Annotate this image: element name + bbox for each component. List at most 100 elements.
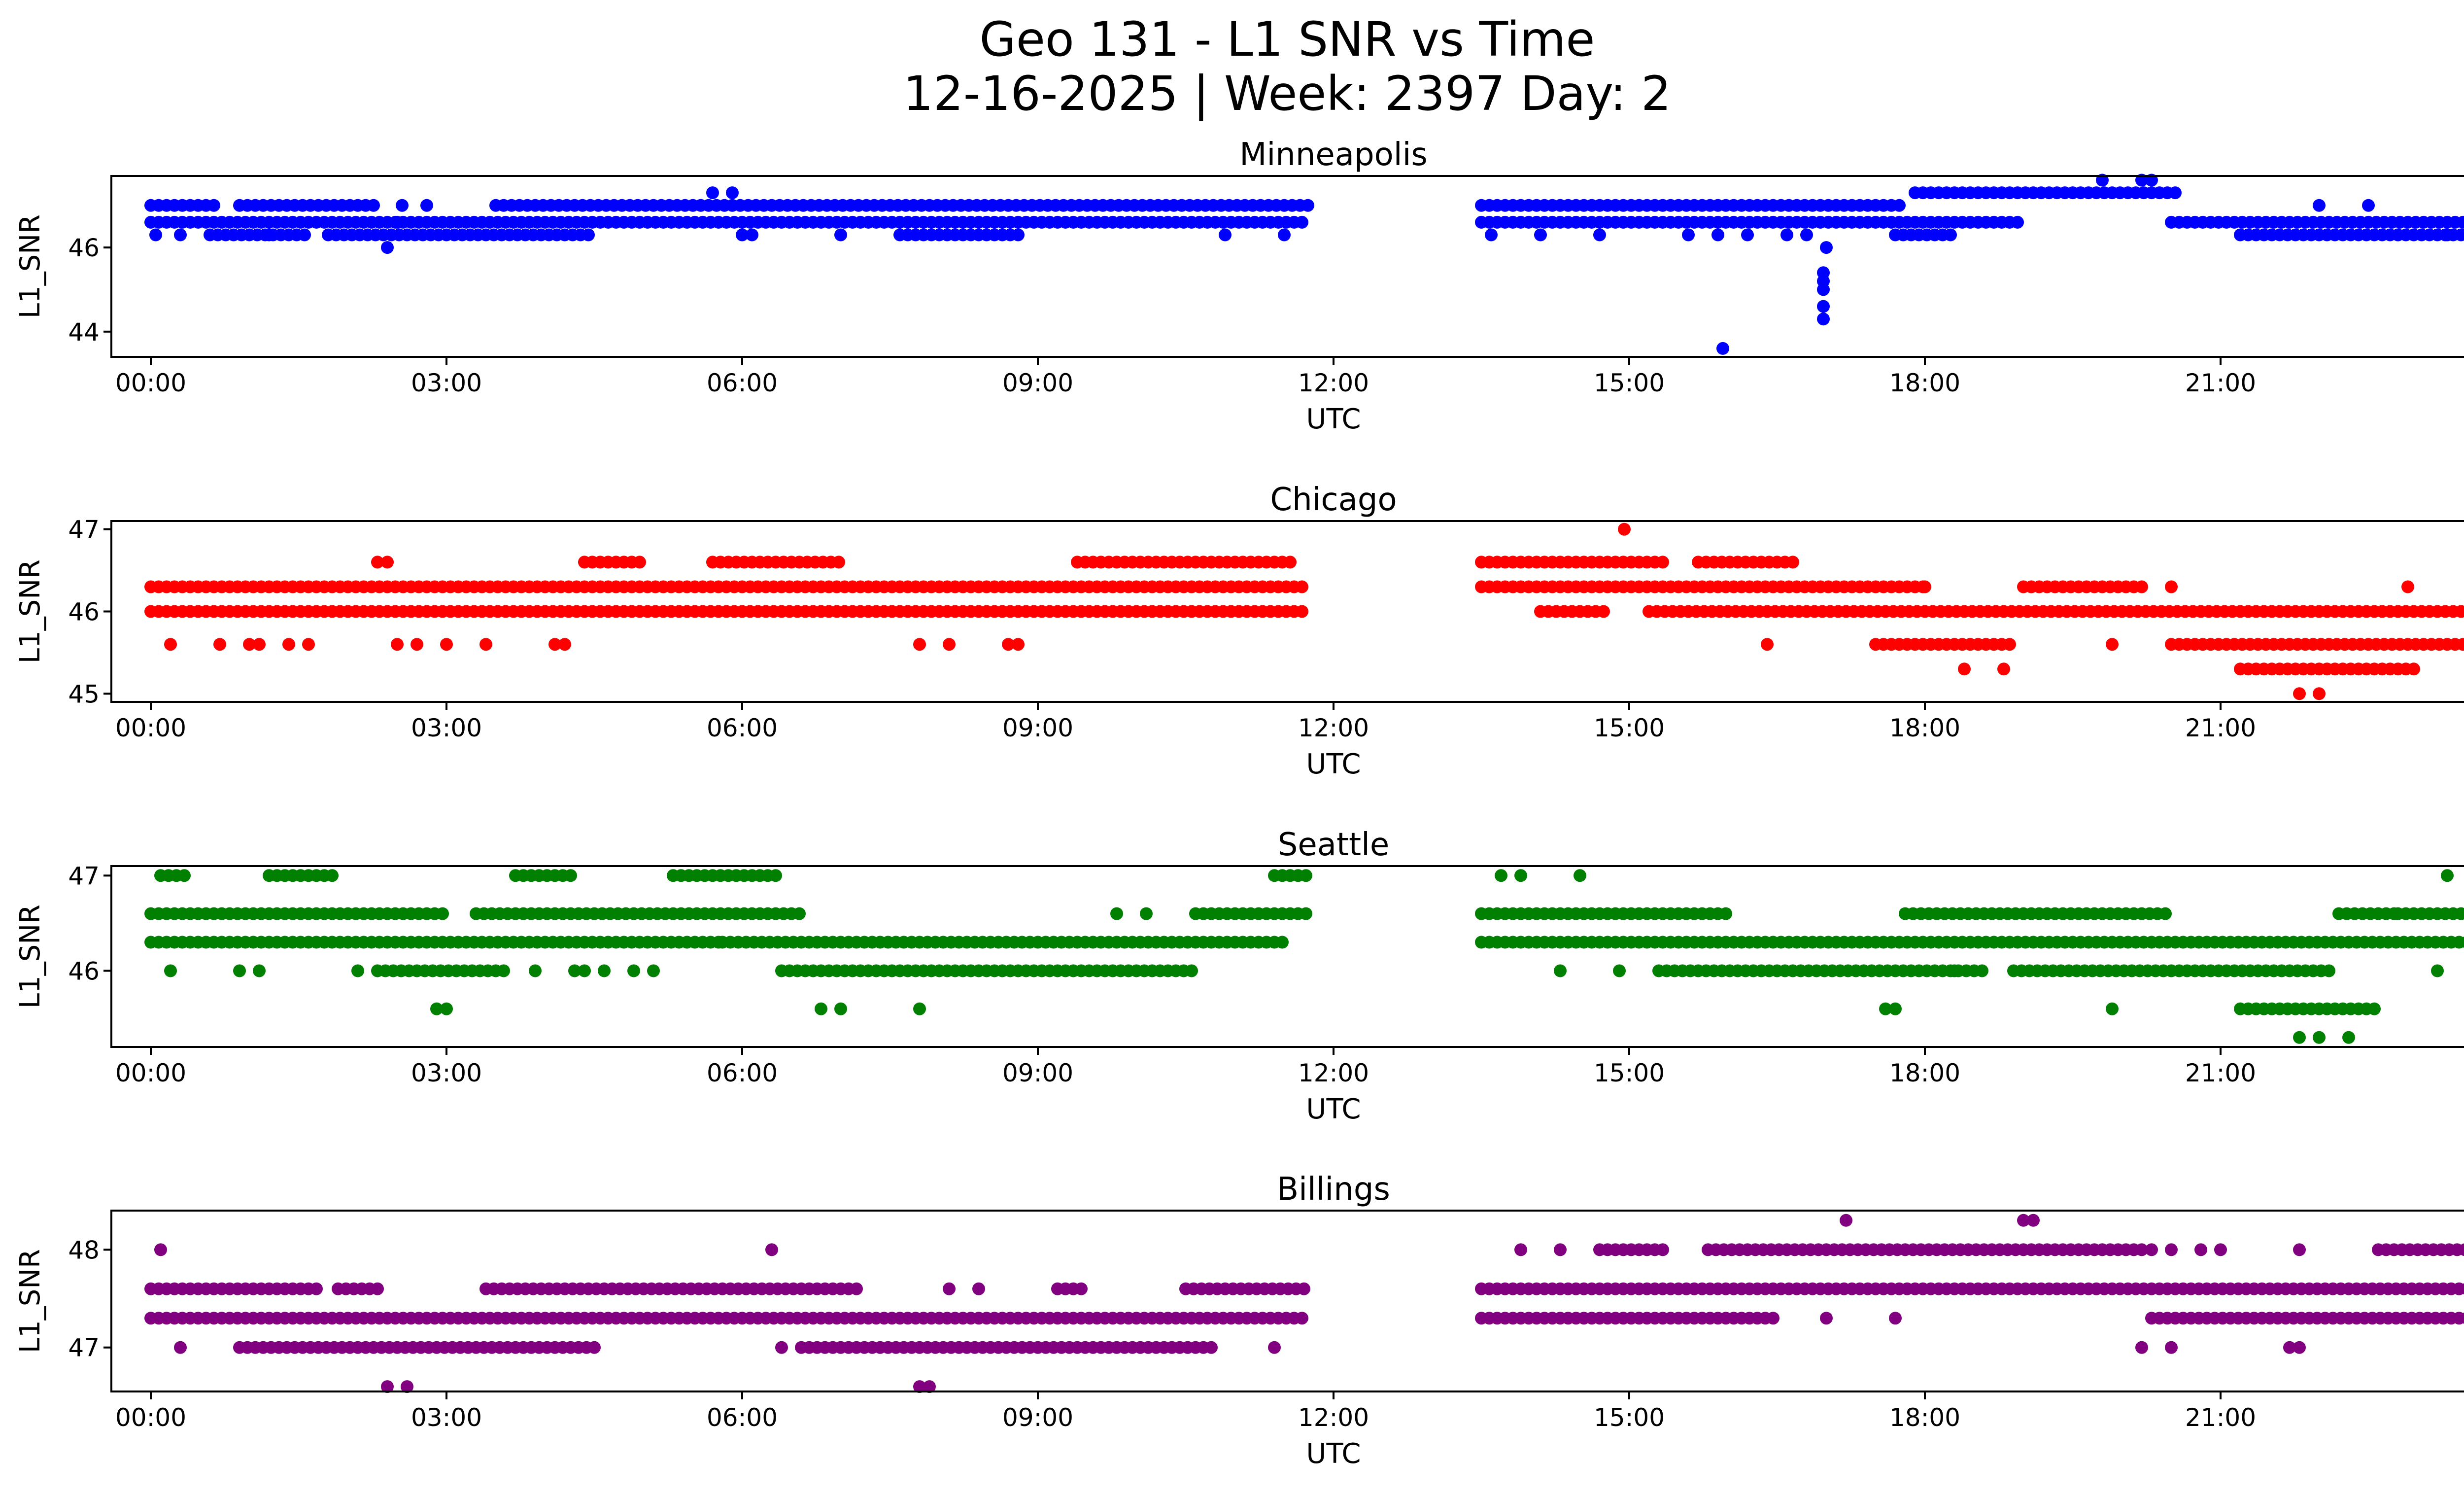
data-point bbox=[1554, 964, 1567, 977]
data-point bbox=[1817, 300, 1830, 313]
data-point bbox=[1879, 1002, 1892, 1015]
data-point bbox=[913, 638, 926, 651]
data-point bbox=[2453, 1312, 2464, 1325]
data-point bbox=[243, 638, 256, 651]
x-tick-label: 21:00 bbox=[2185, 1059, 2256, 1087]
data-point bbox=[1268, 1341, 1281, 1354]
data-point bbox=[2293, 1031, 2306, 1044]
y-axis-label: L1_SNR bbox=[14, 214, 46, 318]
data-point bbox=[479, 638, 492, 651]
data-point bbox=[2313, 1031, 2326, 1044]
data-point bbox=[2461, 1312, 2464, 1324]
x-tick-label: 15:00 bbox=[1594, 369, 1665, 397]
data-point bbox=[2463, 231, 2464, 239]
panel-chicago: Chicago 00:00 03:00 06:00 09:00 12:00 15:00 18:… bbox=[14, 482, 2464, 780]
data-point bbox=[2431, 964, 2444, 977]
x-tick-label: 21:00 bbox=[2185, 369, 2256, 397]
data-point bbox=[2011, 215, 2024, 229]
data-point bbox=[913, 1002, 926, 1015]
x-tick-label: 06:00 bbox=[707, 1059, 778, 1087]
data-point bbox=[1534, 228, 1547, 242]
data-point bbox=[1786, 556, 1799, 569]
data-point bbox=[548, 638, 561, 651]
data-point bbox=[832, 556, 845, 569]
data-point bbox=[2455, 605, 2464, 618]
data-point bbox=[1514, 1243, 1527, 1256]
data-point bbox=[1820, 241, 1833, 254]
data-point bbox=[1284, 556, 1297, 569]
data-point bbox=[1997, 662, 2010, 676]
data-point bbox=[430, 1002, 443, 1015]
x-tick-label: 21:00 bbox=[2185, 1403, 2256, 1432]
data-point bbox=[154, 1243, 167, 1256]
data-point bbox=[2368, 1002, 2381, 1015]
x-tick-label: 00:00 bbox=[115, 1403, 186, 1432]
data-point bbox=[2135, 1243, 2148, 1256]
data-point bbox=[1682, 228, 1695, 242]
data-point bbox=[633, 556, 646, 569]
data-point bbox=[1889, 1312, 1902, 1325]
data-point bbox=[1300, 869, 1312, 882]
x-tick-label: 09:00 bbox=[1002, 369, 1073, 397]
y-tick-label: 46 bbox=[68, 234, 100, 262]
data-point bbox=[310, 1282, 323, 1295]
data-point bbox=[2293, 1341, 2306, 1354]
data-point bbox=[2453, 1282, 2464, 1295]
y-tick-label: 44 bbox=[68, 318, 100, 347]
data-point bbox=[2457, 638, 2464, 651]
data-point bbox=[1278, 228, 1291, 242]
data-point bbox=[943, 1282, 956, 1295]
y-axis-label: L1_SNR bbox=[14, 1249, 46, 1353]
series-billings bbox=[144, 1214, 2464, 1393]
data-point bbox=[2214, 1243, 2227, 1256]
y-tick-label: 47 bbox=[68, 1334, 100, 1362]
data-point bbox=[1889, 1002, 1902, 1015]
data-point bbox=[746, 228, 758, 242]
data-point bbox=[627, 964, 640, 977]
data-point bbox=[2362, 199, 2375, 212]
x-tick-label: 09:00 bbox=[1002, 1403, 1073, 1432]
data-point bbox=[1296, 1312, 1308, 1325]
data-point bbox=[411, 638, 423, 651]
data-point bbox=[2453, 936, 2464, 949]
data-point bbox=[1597, 605, 1610, 618]
data-point bbox=[2401, 580, 2414, 593]
data-point bbox=[233, 964, 246, 977]
data-point bbox=[564, 869, 577, 882]
x-tick-label: 03:00 bbox=[411, 714, 482, 742]
x-axis-label: UTC bbox=[1306, 748, 1361, 780]
data-point bbox=[598, 964, 611, 977]
data-point bbox=[1002, 638, 1015, 651]
data-point bbox=[775, 1341, 788, 1354]
data-point bbox=[1301, 199, 1314, 212]
data-point bbox=[2313, 687, 2326, 700]
data-point bbox=[381, 1380, 394, 1393]
x-axis-label: UTC bbox=[1306, 403, 1361, 435]
data-point bbox=[1800, 228, 1813, 242]
data-point bbox=[2106, 638, 2119, 651]
x-tick-label: 12:00 bbox=[1298, 714, 1369, 742]
data-point bbox=[436, 907, 449, 920]
data-point bbox=[2169, 186, 2182, 200]
data-point bbox=[1656, 1243, 1669, 1256]
data-point bbox=[2159, 907, 2172, 920]
panel-title-seattle: Seattle bbox=[1278, 827, 1390, 863]
data-point bbox=[1593, 228, 1606, 242]
data-point bbox=[2165, 580, 2178, 593]
data-point bbox=[1298, 1282, 1310, 1295]
data-point bbox=[2003, 638, 2016, 651]
data-point bbox=[1893, 199, 1906, 212]
data-point bbox=[2459, 1243, 2464, 1256]
data-point bbox=[263, 228, 275, 242]
data-point bbox=[326, 869, 339, 882]
x-tick-label: 00:00 bbox=[115, 1059, 186, 1087]
data-point bbox=[420, 199, 433, 212]
data-point bbox=[923, 1380, 936, 1393]
data-point bbox=[2293, 1243, 2306, 1256]
data-point bbox=[1296, 215, 1308, 229]
y-tick-label: 46 bbox=[68, 957, 100, 985]
data-point bbox=[2461, 936, 2464, 948]
x-tick-label: 18:00 bbox=[1889, 1059, 1960, 1087]
panel-title-minneapolis: Minneapolis bbox=[1239, 137, 1427, 173]
data-point bbox=[1918, 580, 1931, 593]
